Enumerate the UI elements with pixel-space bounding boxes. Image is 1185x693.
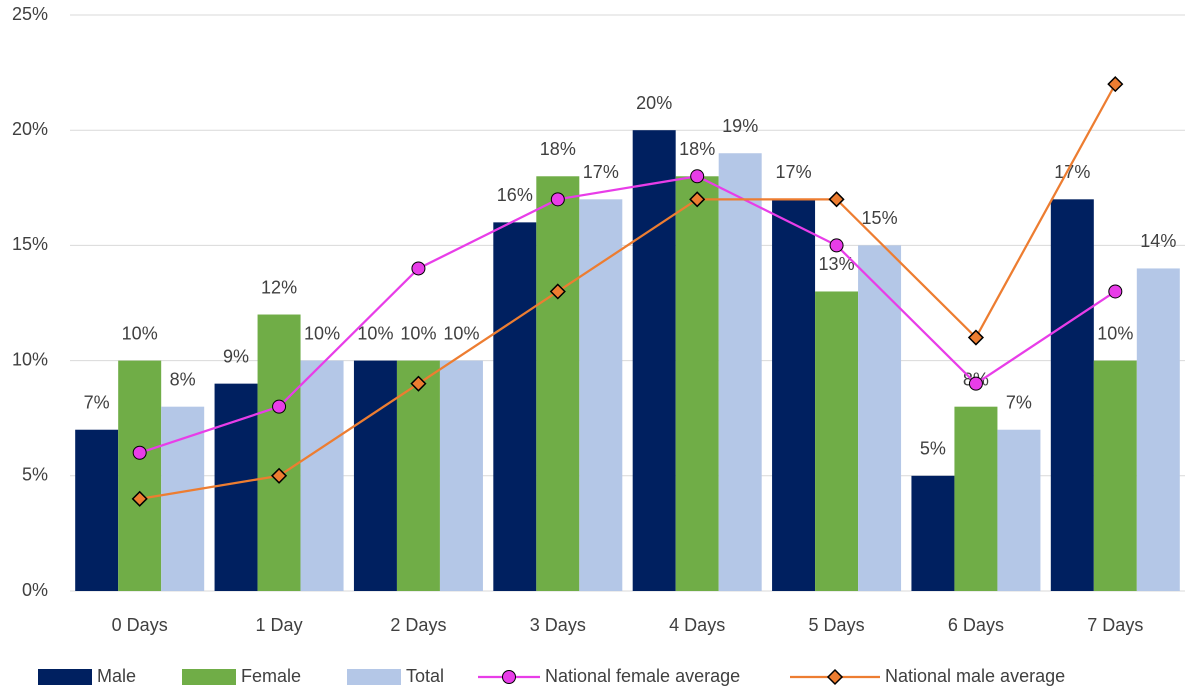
line-marker <box>272 399 287 414</box>
data-label: 16% <box>497 185 533 205</box>
bar <box>997 429 1041 591</box>
bar <box>954 406 998 591</box>
y-tick-label: 10% <box>12 349 48 369</box>
line-marker <box>1108 284 1123 299</box>
line-marker <box>550 192 565 207</box>
x-tick-label: 4 Days <box>669 615 725 635</box>
data-label: 15% <box>862 208 898 228</box>
bar <box>300 360 344 591</box>
bar <box>118 360 162 591</box>
bar <box>214 383 258 591</box>
y-tick-label: 20% <box>12 119 48 139</box>
bar <box>632 130 676 591</box>
legend-swatch <box>38 669 92 685</box>
legend-label: Female <box>241 666 301 686</box>
line-marker <box>131 490 148 507</box>
data-label: 8% <box>170 369 196 389</box>
data-label: 17% <box>1054 162 1090 182</box>
data-label: 5% <box>920 439 946 459</box>
bar <box>536 176 580 591</box>
x-tick-label: 0 Days <box>112 615 168 635</box>
legend-label: National female average <box>545 666 740 686</box>
data-label: 12% <box>261 277 297 297</box>
y-tick-label: 0% <box>22 580 48 600</box>
data-label: 18% <box>540 139 576 159</box>
legend-swatch <box>182 669 236 685</box>
bar <box>1093 360 1137 591</box>
line-marker <box>132 445 147 460</box>
line-marker <box>549 283 566 300</box>
line-marker <box>689 191 706 208</box>
bar <box>353 360 397 591</box>
data-label: 20% <box>636 93 672 113</box>
bar <box>257 314 301 591</box>
line-marker <box>828 191 845 208</box>
bar <box>579 199 623 591</box>
data-label: 10% <box>122 323 158 343</box>
line <box>139 83 1117 500</box>
bar <box>815 291 859 591</box>
legend-label: Male <box>97 666 136 686</box>
legend-marker <box>826 668 844 686</box>
y-tick-label: 15% <box>12 234 48 254</box>
data-label: 13% <box>819 254 855 274</box>
legend-label: National male average <box>885 666 1065 686</box>
data-label: 17% <box>776 162 812 182</box>
x-tick-label: 3 Days <box>530 615 586 635</box>
bar <box>493 222 537 592</box>
x-tick-label: 1 Day <box>256 615 303 635</box>
bar <box>858 245 902 591</box>
line-marker <box>410 375 427 392</box>
bar <box>911 475 955 591</box>
line-marker <box>829 238 844 253</box>
data-label: 7% <box>84 392 110 412</box>
line-marker <box>967 329 984 346</box>
line-marker <box>411 261 426 276</box>
line <box>139 175 1116 454</box>
data-label: 9% <box>223 346 249 366</box>
bar <box>75 429 119 591</box>
data-label: 19% <box>722 116 758 136</box>
bar <box>439 360 483 591</box>
legend-swatch <box>347 669 401 685</box>
data-label: 18% <box>679 139 715 159</box>
y-tick-label: 25% <box>12 4 48 24</box>
y-tick-label: 5% <box>22 465 48 485</box>
data-label: 14% <box>1140 231 1176 251</box>
line-marker <box>271 467 288 484</box>
x-tick-label: 6 Days <box>948 615 1004 635</box>
data-label: 10% <box>1097 323 1133 343</box>
x-tick-label: 2 Days <box>390 615 446 635</box>
data-label: 7% <box>1006 392 1032 412</box>
bar <box>772 199 816 591</box>
line-marker <box>1107 76 1124 93</box>
bar <box>1136 268 1180 591</box>
legend-label: Total <box>406 666 444 686</box>
data-label: 10% <box>357 323 393 343</box>
bar <box>1050 199 1094 591</box>
line-marker <box>968 376 983 391</box>
bar <box>675 176 719 591</box>
data-label: 10% <box>443 323 479 343</box>
x-tick-label: 7 Days <box>1087 615 1143 635</box>
line-marker <box>690 169 705 184</box>
data-label: 10% <box>304 323 340 343</box>
bar <box>396 360 440 591</box>
data-label: 10% <box>400 323 436 343</box>
x-tick-label: 5 Days <box>809 615 865 635</box>
bar <box>718 153 762 592</box>
data-label: 17% <box>583 162 619 182</box>
legend-marker <box>502 670 516 684</box>
